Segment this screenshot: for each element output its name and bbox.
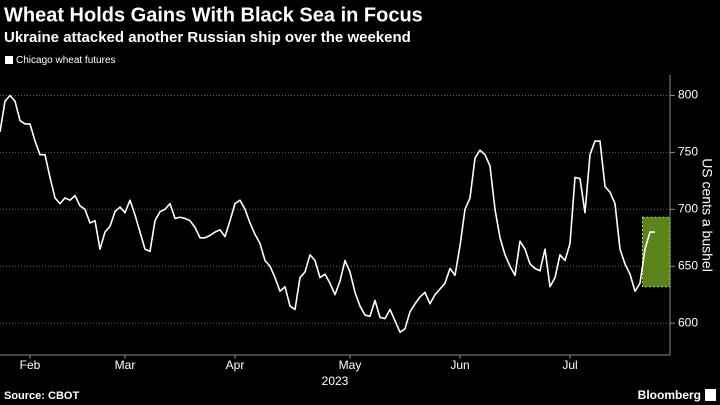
source: Source: CBOT	[4, 390, 79, 402]
x-tick-label: Jun	[450, 358, 469, 372]
chart-subtitle: Ukraine attacked another Russian ship ov…	[4, 29, 411, 46]
x-tick-label: Mar	[115, 358, 136, 372]
y-tick-label: 700	[678, 201, 698, 215]
x-tick-label: Jul	[562, 358, 577, 372]
y-tick-label: 800	[678, 88, 698, 102]
chart-title: Wheat Holds Gains With Black Sea in Focu…	[4, 4, 423, 26]
y-tick-label: 600	[678, 315, 698, 329]
legend-swatch	[5, 56, 13, 64]
y-axis-label: US cents a bushel	[699, 158, 715, 272]
legend-label: Chicago wheat futures	[16, 55, 116, 66]
highlight	[642, 216, 671, 288]
y-tick-label: 750	[678, 145, 698, 159]
y-tick-label: 650	[678, 258, 698, 272]
data-line	[0, 94, 655, 334]
x-tick-label: Apr	[226, 358, 245, 372]
x-tick-label: Feb	[20, 358, 41, 372]
x-axis-label: 2023	[322, 374, 349, 388]
x-tick-label: May	[339, 358, 362, 372]
brand-logo	[705, 389, 716, 401]
brand: Bloomberg	[638, 388, 701, 402]
